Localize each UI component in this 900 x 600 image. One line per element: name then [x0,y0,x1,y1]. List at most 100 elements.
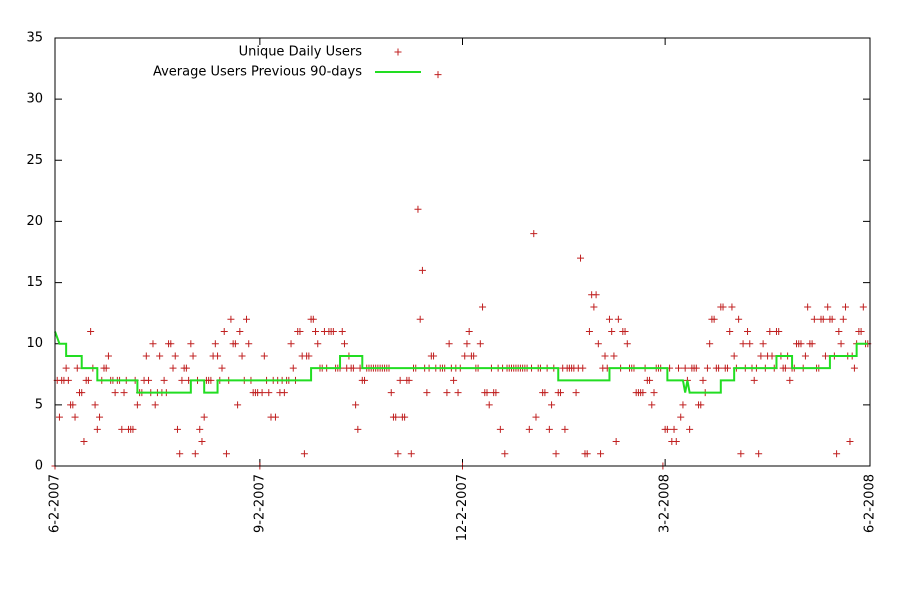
data-point [340,340,348,348]
y-tick-label: 20 [26,214,43,229]
data-point [173,425,181,433]
data-point [730,352,738,360]
data-point [96,413,104,421]
data-point [801,352,809,360]
data-point [211,340,219,348]
data-point [329,327,337,335]
data-point [312,327,320,335]
plot-frame [54,37,871,467]
data-point [182,364,190,372]
data-point [265,389,273,397]
data-point [189,352,197,360]
data-point [746,340,754,348]
data-point [91,401,99,409]
data-point [309,315,317,323]
data-point [552,450,560,458]
data-point [839,315,847,323]
data-point [824,303,832,311]
data-point [69,401,77,409]
data-point [430,352,438,360]
data-point [483,389,491,397]
data-point [222,450,230,458]
data-point [496,425,504,433]
data-point [418,266,426,274]
data-point [78,389,86,397]
data-point [648,401,656,409]
data-point [260,352,268,360]
data-point [670,425,678,433]
data-point [723,364,731,372]
data-point [804,303,812,311]
x-tick-label: 6-2-2008 [863,474,878,533]
data-point [719,303,727,311]
data-point [243,315,251,323]
data-point [677,413,685,421]
y-tick-label: 30 [26,92,43,107]
data-point [556,389,564,397]
data-point [196,425,204,433]
data-point [775,327,783,335]
data-point [755,450,763,458]
data-point [258,389,266,397]
data-point [639,389,647,397]
data-point [149,340,157,348]
data-point [151,401,159,409]
data-point [686,425,694,433]
data-point [692,364,700,372]
data-point [592,291,600,299]
data-point [672,438,680,446]
data-point [296,327,304,335]
data-point [396,376,404,384]
data-point [492,389,500,397]
data-point [55,413,63,421]
data-point [525,425,533,433]
data-point [706,340,714,348]
data-point [479,303,487,311]
data-point [62,364,70,372]
data-point [220,327,228,335]
data-point [577,254,585,262]
data-point [227,315,235,323]
data-point [191,450,199,458]
data-point [102,364,110,372]
data-point [766,327,774,335]
data-point [169,364,177,372]
data-point [64,376,72,384]
data-point [548,401,556,409]
data-point [470,352,478,360]
data-point [104,352,112,360]
data-point [612,438,620,446]
y-tick-label: 0 [35,459,43,474]
data-point [530,230,538,238]
data-point [71,413,79,421]
y-tick-label: 5 [35,397,43,412]
data-point [590,303,598,311]
data-point [846,438,854,446]
data-point [532,413,540,421]
y-tick-label: 25 [26,153,43,168]
data-point [585,327,593,335]
legend-label: Unique Daily Users [239,45,363,60]
data-point [821,352,829,360]
data-point [572,389,580,397]
data-point [214,352,222,360]
data-point [715,364,723,372]
data-point [810,315,818,323]
data-point [434,71,442,79]
data-point [80,438,88,446]
data-point [280,389,288,397]
data-point [338,327,346,335]
data-point [750,376,758,384]
data-point [129,425,137,433]
data-point [808,340,816,348]
data-point [167,340,175,348]
data-point [757,352,765,360]
data-point [160,376,168,384]
data-point [84,376,92,384]
data-point [423,389,431,397]
data-point [405,376,413,384]
data-point [407,450,415,458]
data-point [646,376,654,384]
data-point [703,364,711,372]
